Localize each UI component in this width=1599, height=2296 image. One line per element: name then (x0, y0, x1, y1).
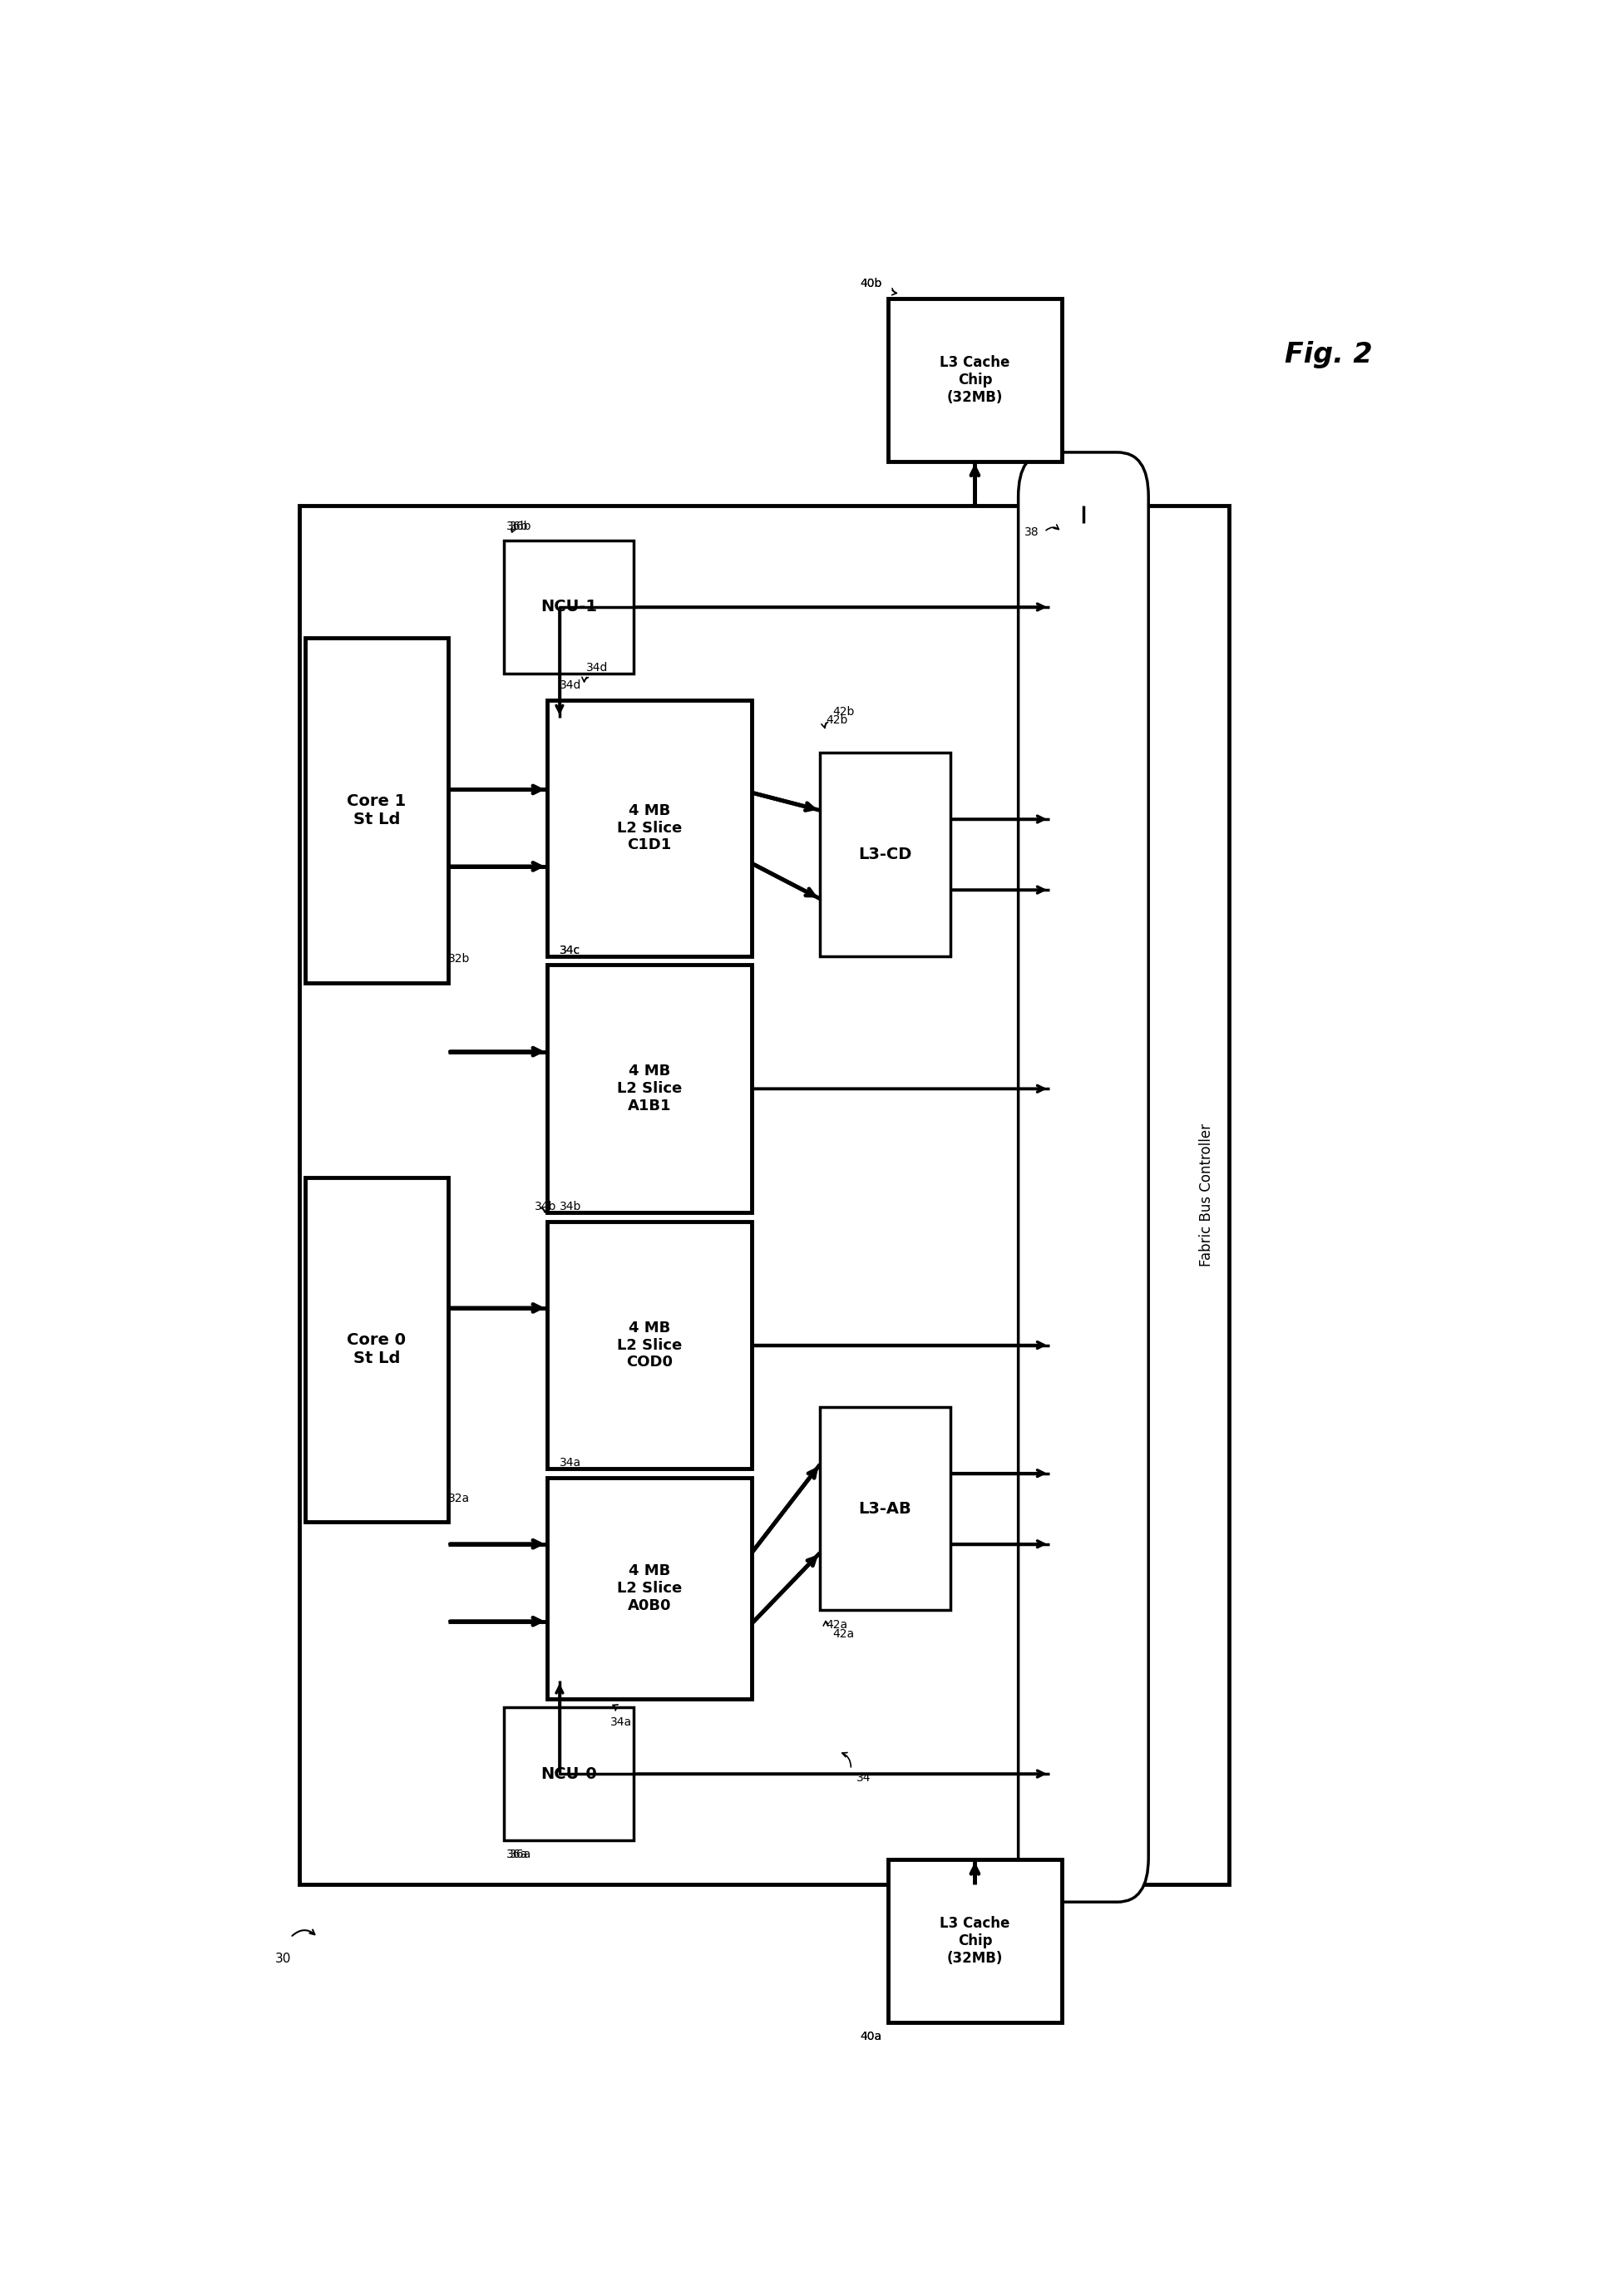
Text: Core 0
St Ld: Core 0 St Ld (347, 1332, 406, 1366)
Text: 4 MB
L2 Slice
COD0: 4 MB L2 Slice COD0 (617, 1320, 681, 1371)
Text: 36a: 36a (505, 1848, 528, 1860)
Text: L3-AB: L3-AB (859, 1502, 911, 1518)
FancyBboxPatch shape (1019, 452, 1148, 1901)
Text: 34d: 34d (560, 680, 580, 691)
Text: 42a: 42a (825, 1619, 847, 1630)
Bar (547, 1479, 752, 1699)
Bar (887, 298, 1062, 461)
Text: 34d: 34d (585, 661, 608, 673)
Text: 40b: 40b (860, 278, 881, 289)
Text: 34a: 34a (611, 1717, 632, 1729)
Bar (547, 1221, 752, 1469)
Text: 34: 34 (855, 1773, 870, 1784)
Text: 36b: 36b (510, 521, 532, 533)
Text: Fabric Bus Controller: Fabric Bus Controller (1199, 1123, 1214, 1267)
Text: 34b: 34b (534, 1201, 556, 1212)
Text: 34c: 34c (560, 944, 580, 955)
Text: NCU-0: NCU-0 (540, 1766, 596, 1782)
Text: 40a: 40a (860, 2032, 881, 2043)
Text: 42b: 42b (831, 705, 854, 716)
Text: Fig. 2: Fig. 2 (1284, 342, 1372, 370)
Text: 32b: 32b (448, 953, 470, 964)
Text: 4 MB
L2 Slice
A0B0: 4 MB L2 Slice A0B0 (617, 1564, 681, 1614)
Text: NCU-1: NCU-1 (540, 599, 596, 615)
Text: 36b: 36b (505, 521, 528, 533)
Bar (547, 964, 752, 1212)
Text: L3 Cache
Chip
(32MB): L3 Cache Chip (32MB) (939, 1917, 1009, 1965)
Text: 4 MB
L2 Slice
C1D1: 4 MB L2 Slice C1D1 (617, 804, 681, 852)
Text: 40b: 40b (860, 278, 881, 289)
Text: 34a: 34a (560, 1458, 580, 1469)
Text: 42a: 42a (831, 1628, 854, 1639)
Bar (299, 505, 1228, 1885)
Text: 30: 30 (275, 1952, 291, 1965)
Text: 36a: 36a (510, 1848, 531, 1860)
Bar (547, 700, 752, 955)
Bar (305, 1178, 448, 1522)
Text: L3-CD: L3-CD (857, 847, 911, 863)
Bar (819, 1407, 950, 1609)
Text: 42b: 42b (825, 714, 847, 726)
Text: 32a: 32a (448, 1492, 470, 1504)
Text: L3 Cache
Chip
(32MB): L3 Cache Chip (32MB) (939, 356, 1009, 404)
Bar (504, 542, 633, 673)
Text: 4 MB
L2 Slice
A1B1: 4 MB L2 Slice A1B1 (617, 1063, 681, 1114)
Bar (504, 1708, 633, 1839)
Text: Core 1
St Ld: Core 1 St Ld (347, 794, 406, 827)
Bar (887, 1860, 1062, 2023)
Text: 40a: 40a (860, 2032, 881, 2043)
Text: 34c: 34c (560, 944, 580, 955)
Text: 38: 38 (1025, 526, 1039, 537)
Bar (819, 753, 950, 955)
Bar (305, 638, 448, 983)
Text: 34b: 34b (560, 1201, 580, 1212)
